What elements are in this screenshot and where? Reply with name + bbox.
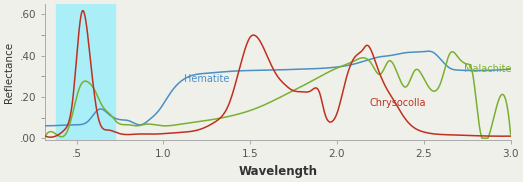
Text: Malachite: Malachite	[464, 64, 511, 74]
Text: Hematite: Hematite	[184, 74, 230, 84]
Text: Chrysocolla: Chrysocolla	[370, 98, 426, 108]
Y-axis label: Reflectance: Reflectance	[4, 42, 14, 103]
Bar	[55, 4, 115, 140]
X-axis label: Wavelength: Wavelength	[238, 165, 317, 178]
